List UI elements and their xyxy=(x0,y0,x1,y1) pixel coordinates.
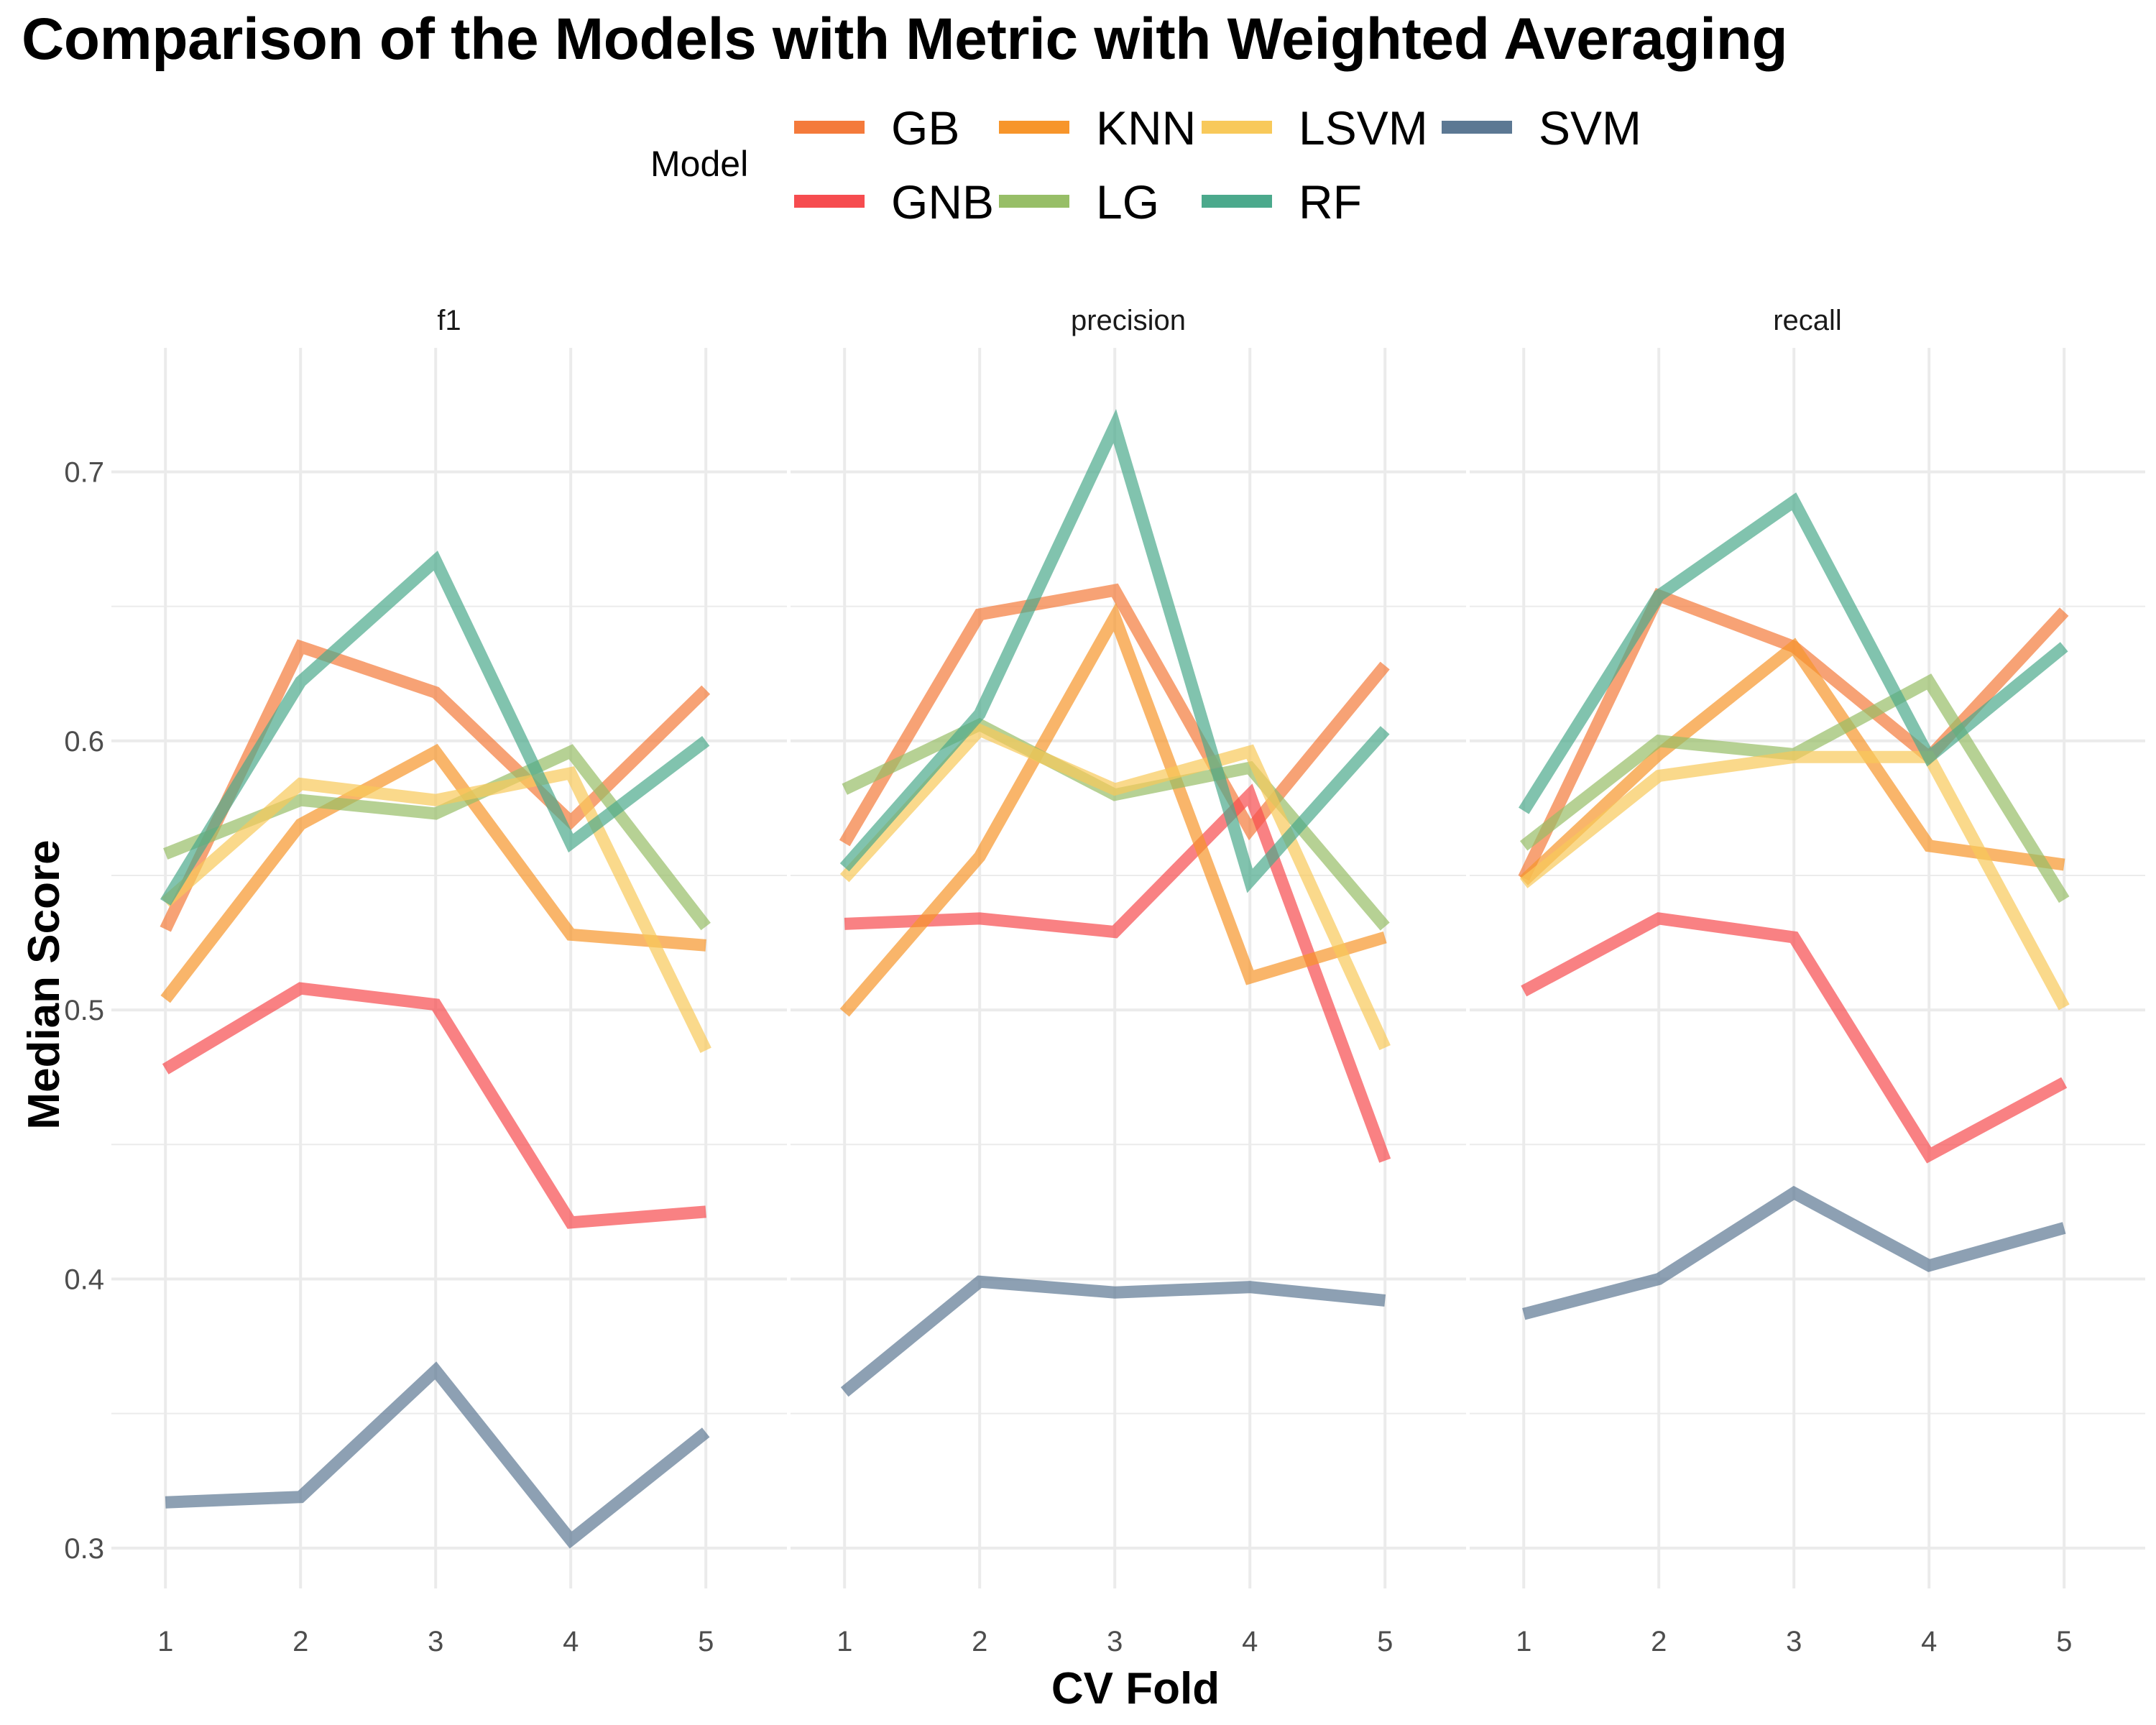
y-tick-label: 0.5 xyxy=(64,995,104,1026)
series-line-lsvm xyxy=(839,722,1391,1051)
legend-label: KNN xyxy=(1096,101,1196,155)
legend-item-lsvm: LSVM xyxy=(1202,101,1428,155)
series-line-gnb xyxy=(844,783,1391,1163)
x-tick-label: 4 xyxy=(1921,1626,1937,1657)
series-line-rf xyxy=(1519,492,2068,814)
series-line-gb xyxy=(839,583,1390,847)
series-line-lsvm xyxy=(1519,750,2070,1011)
series-line-svm xyxy=(840,1275,1386,1397)
series-line-svm xyxy=(165,1361,710,1549)
series-line-rf xyxy=(839,408,1390,893)
facet-f1: f1 1 2 3 4 5 xyxy=(111,305,787,1657)
legend-label: SVM xyxy=(1539,101,1641,155)
series-line-lsvm xyxy=(161,766,711,1054)
facet-label: recall xyxy=(1773,305,1842,336)
series-line-gb xyxy=(160,639,711,932)
x-tick-label: 3 xyxy=(1107,1626,1123,1657)
series-line-gnb xyxy=(162,982,706,1229)
legend-label: LG xyxy=(1096,175,1159,229)
series-line-svm xyxy=(1522,1185,2066,1320)
x-tick-label: 3 xyxy=(1786,1626,1802,1657)
legend: Model GB GNB KNN LG LSVM RF SVM xyxy=(650,101,1641,229)
x-tick-label: 4 xyxy=(563,1626,579,1657)
legend-item-rf: RF xyxy=(1202,175,1362,229)
legend-item-svm: SVM xyxy=(1442,101,1641,155)
legend-title: Model xyxy=(650,144,748,184)
x-tick-label: 1 xyxy=(1516,1626,1531,1657)
x-tick-label: 5 xyxy=(1377,1626,1393,1657)
x-tick-label: 1 xyxy=(837,1626,852,1657)
facet-recall: recall 1 2 3 4 5 xyxy=(1470,305,2145,1657)
chart-title: Comparison of the Models with Metric wit… xyxy=(22,6,1788,72)
legend-label: GNB xyxy=(891,175,994,229)
legend-label: LSVM xyxy=(1299,101,1428,155)
legend-item-gnb: GNB xyxy=(794,175,994,229)
y-tick-label: 0.4 xyxy=(64,1264,104,1296)
y-axis-title: Median Score xyxy=(19,840,69,1129)
series-line-rf xyxy=(160,551,710,906)
legend-label: RF xyxy=(1299,175,1362,229)
legend-label: GB xyxy=(891,101,959,155)
y-tick-label: 0.7 xyxy=(64,456,104,488)
facet-precision: precision 1 2 3 4 5 xyxy=(791,305,1466,1657)
x-tick-label: 5 xyxy=(2056,1626,2072,1657)
series-line-knn xyxy=(160,743,706,1003)
facet-panels: f1 1 2 3 4 5 precision 1 2 3 4 5 recall 1 2 3 4 5 0.3 0.4 0.… xyxy=(64,305,2145,1657)
x-tick-label: 3 xyxy=(428,1626,443,1657)
facet-label: precision xyxy=(1071,305,1186,336)
legend-item-gb: GB xyxy=(794,101,959,155)
series-line-gnb xyxy=(1521,912,2068,1164)
x-tick-label: 4 xyxy=(1242,1626,1258,1657)
y-tick-label: 0.6 xyxy=(64,726,104,758)
x-tick-label: 2 xyxy=(1651,1626,1667,1657)
series-line-knn xyxy=(839,602,1387,1017)
x-tick-label: 2 xyxy=(292,1626,308,1657)
x-tick-label: 2 xyxy=(972,1626,987,1657)
legend-item-knn: KNN xyxy=(999,101,1196,155)
x-axis-title: CV Fold xyxy=(1051,1664,1220,1714)
x-tick-label: 1 xyxy=(157,1626,173,1657)
legend-item-lg: LG xyxy=(999,175,1159,229)
facet-label: f1 xyxy=(437,305,461,336)
x-tick-label: 5 xyxy=(698,1626,714,1657)
y-tick-label: 0.3 xyxy=(64,1533,104,1565)
